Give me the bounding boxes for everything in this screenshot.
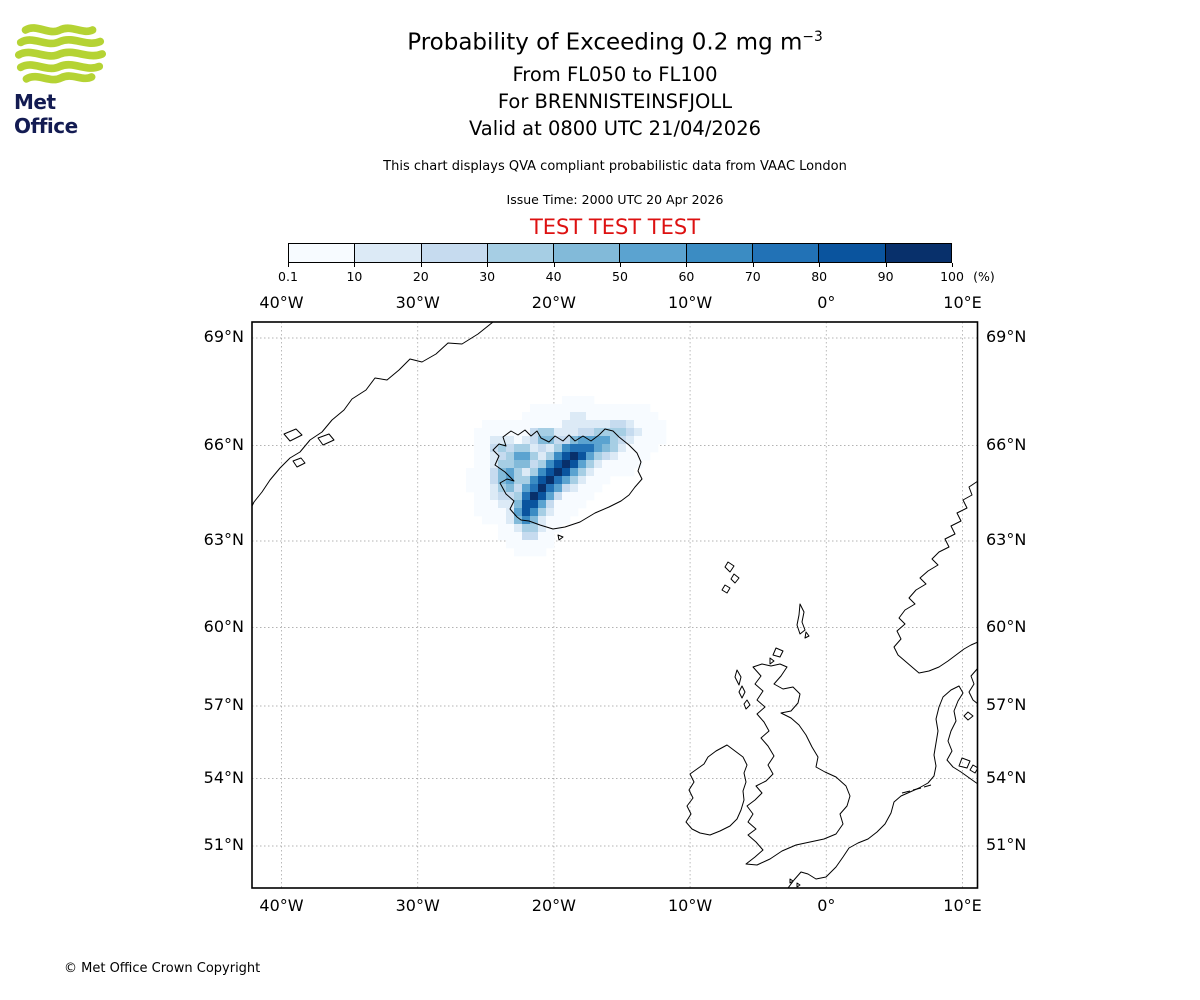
colorbar-tick xyxy=(354,263,356,267)
axis-label: 51°N xyxy=(986,835,1027,854)
axis-label: 63°N xyxy=(986,530,1027,549)
colorbar-segment xyxy=(884,244,951,262)
colorbar-tick xyxy=(952,263,953,267)
axis-label: 20°W xyxy=(531,896,576,915)
axis-label: 66°N xyxy=(203,434,244,454)
axis-label: 30°W xyxy=(395,896,440,915)
colorbar-tick xyxy=(288,263,289,267)
coast-danish-islands xyxy=(958,757,978,774)
axis-label: 10°W xyxy=(668,293,713,312)
colorbar-tick-label: 100 xyxy=(940,269,964,284)
axis-label: 66°N xyxy=(986,434,1027,454)
colorbar-tick xyxy=(620,263,621,267)
axis-label: 57°N xyxy=(986,695,1027,714)
colorbar-tick xyxy=(553,263,555,267)
colorbar-segment xyxy=(289,244,355,262)
axis-label: 51°N xyxy=(203,835,244,854)
colorbar-tick xyxy=(686,263,688,267)
axis-label: 40°W xyxy=(259,896,304,915)
colorbar-segment xyxy=(354,244,421,262)
copyright-text: © Met Office Crown Copyright xyxy=(64,961,261,976)
colorbar-tick xyxy=(752,263,754,267)
axis-label: 63°N xyxy=(203,530,244,549)
colorbar-segment xyxy=(486,244,554,262)
colorbar-unit: (%) xyxy=(973,269,995,284)
subtitle-flight-levels: From FL050 to FL100 xyxy=(512,63,718,86)
axis-label: 54°N xyxy=(203,767,244,787)
axis-label: 69°N xyxy=(986,327,1027,346)
colorbar-tick-label: 90 xyxy=(877,269,894,284)
coast-iceland xyxy=(492,428,643,541)
axis-label: 69°N xyxy=(203,327,244,346)
axis-label: 40°W xyxy=(259,293,304,312)
subtitle-volcano: For BRENNISTEINSFJOLL xyxy=(497,90,733,113)
axis-label: 30°W xyxy=(395,293,440,312)
map-border xyxy=(251,321,979,889)
coast-greenland xyxy=(252,322,494,507)
met-office-logo: Met Office xyxy=(14,22,124,138)
axis-label: 57°N xyxy=(203,695,244,714)
axis-label: 0° xyxy=(817,293,836,312)
colorbar-tick-label: 10 xyxy=(346,269,363,284)
colorbar-segment xyxy=(420,244,487,262)
met-office-logo-icon xyxy=(14,24,106,84)
qva-info-text: This chart displays QVA compliant probab… xyxy=(383,159,847,174)
coastlines xyxy=(252,322,978,888)
colorbar-segment xyxy=(685,244,753,262)
coast-hebrides xyxy=(734,669,751,710)
coast-norway xyxy=(893,480,978,674)
colorbar-segment xyxy=(619,244,686,262)
colorbar-segment xyxy=(752,244,819,262)
coast-great-britain xyxy=(745,663,851,866)
page-title: Probability of Exceeding 0.2 mg m−3 xyxy=(407,29,823,56)
coast-channel-islands xyxy=(789,878,801,888)
colorbar-tick xyxy=(420,263,422,267)
coast-faroes xyxy=(721,561,740,594)
colorbar-tick-label: 80 xyxy=(811,269,828,284)
colorbar-track xyxy=(288,243,952,263)
colorbar-tick-label: 30 xyxy=(479,269,496,284)
coast-continent xyxy=(787,685,978,888)
axis-label: 0° xyxy=(817,896,836,915)
axis-label: 60°N xyxy=(986,616,1027,636)
met-office-wordmark: Met Office xyxy=(14,90,78,138)
colorbar-tick-label: 20 xyxy=(412,269,429,284)
axis-label: 10°E xyxy=(943,896,982,915)
axis-label: 20°W xyxy=(531,293,576,312)
colorbar-tick-label: 40 xyxy=(545,269,562,284)
colorbar-tick xyxy=(819,263,821,267)
axis-label: 10°E xyxy=(943,293,982,312)
colorbar-tick-label: 50 xyxy=(612,269,628,284)
axis-label: 54°N xyxy=(986,767,1027,787)
colorbar-tick-label: 60 xyxy=(678,269,695,284)
colorbar-tick-label: 0.1 xyxy=(278,269,298,284)
colorbar-tick xyxy=(885,263,887,267)
issue-time-text: Issue Time: 2000 UTC 20 Apr 2026 xyxy=(506,192,724,207)
colorbar-tick-label: 70 xyxy=(744,269,761,284)
axis-label: 10°W xyxy=(668,896,713,915)
coast-ireland xyxy=(685,744,748,836)
colorbar-segment xyxy=(818,244,885,262)
coast-orkney xyxy=(769,647,784,665)
subtitle-valid-time: Valid at 0800 UTC 21/04/2026 xyxy=(468,117,762,140)
colorbar-tick xyxy=(487,263,489,267)
axis-label: 60°N xyxy=(203,616,244,636)
grid-lines xyxy=(252,322,978,888)
coast-shetland xyxy=(796,603,810,639)
coast-frisian-islands xyxy=(901,784,932,794)
ash-plume xyxy=(466,396,667,557)
coast-sweden xyxy=(963,667,978,721)
coast-greenland-islands xyxy=(283,428,335,468)
test-banner: TEST TEST TEST xyxy=(529,215,701,239)
title-superscript: −3 xyxy=(802,29,823,45)
colorbar-segment xyxy=(553,244,620,262)
